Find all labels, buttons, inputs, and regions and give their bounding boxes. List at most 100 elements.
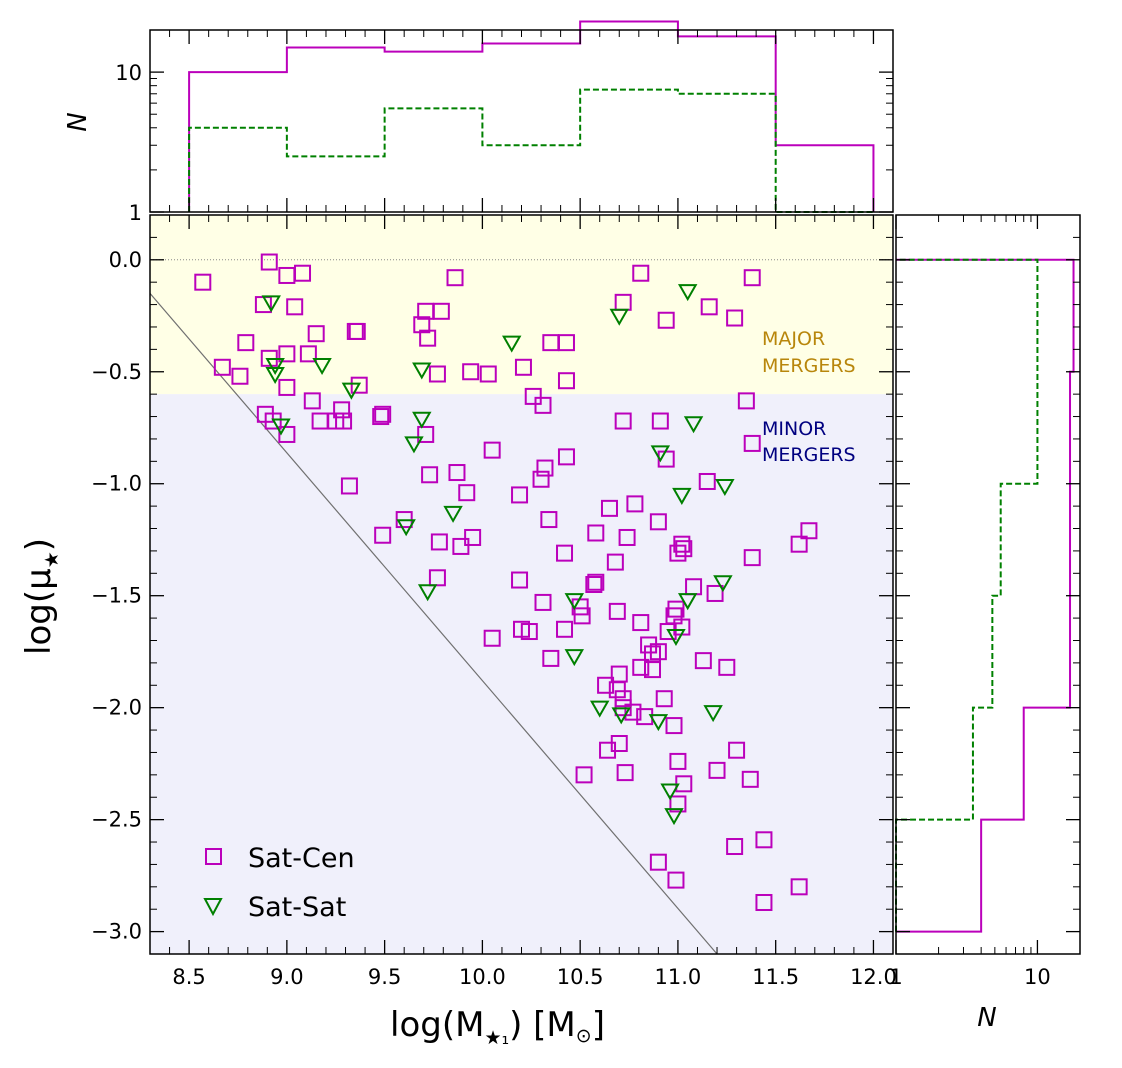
top-histogram-frame — [149, 29, 894, 213]
point-sat-cen — [413, 316, 431, 334]
point-sat-cen — [520, 623, 538, 641]
point-sat-sat — [265, 366, 285, 385]
x-tick-label: 12.0 — [850, 965, 897, 989]
point-sat-cen — [428, 365, 446, 383]
point-sat-cen — [536, 459, 554, 477]
point-sat-cen — [307, 325, 325, 343]
point-sat-cen — [299, 345, 317, 363]
top-y-tick-label: 10 — [115, 61, 142, 85]
x-tick-label: 8.5 — [172, 965, 205, 989]
point-sat-cen — [430, 533, 448, 551]
y-tick-label: −0.5 — [91, 360, 142, 384]
point-sat-cen — [669, 544, 687, 562]
point-sat-cen — [452, 537, 470, 555]
point-sat-cen — [540, 511, 558, 529]
major-mergers-label-line2: MERGERS — [762, 355, 856, 377]
point-sat-cen — [726, 838, 744, 856]
point-sat-cen — [694, 652, 712, 670]
top-histogram-sat-cen — [188, 20, 875, 212]
point-sat-cen — [524, 387, 542, 405]
point-sat-sat — [412, 411, 432, 429]
point-sat-cen — [213, 358, 231, 376]
point-sat-cen — [597, 676, 615, 694]
point-sat-cen — [340, 477, 358, 495]
top-histogram-ylabel: N — [63, 112, 93, 131]
x-tick-label: 9.0 — [270, 965, 303, 989]
point-sat-sat — [715, 478, 735, 496]
right-histogram-frame — [895, 214, 1081, 955]
point-sat-cen — [557, 372, 575, 390]
point-sat-sat — [650, 445, 671, 463]
x-tick-label: 11.0 — [655, 965, 702, 989]
point-sat-cen — [483, 629, 501, 647]
point-sat-sat — [666, 629, 686, 647]
x-tick-label: 10.0 — [459, 965, 506, 989]
right-x-tick-label: 10 — [1024, 965, 1051, 989]
point-sat-cen — [421, 466, 439, 484]
point-sat-sat — [396, 519, 416, 537]
point-sat-cen — [665, 717, 683, 735]
point-sat-cen — [800, 522, 818, 540]
point-sat-cen — [649, 513, 667, 531]
point-sat-cen — [659, 623, 677, 641]
y-tick-label: −3.0 — [91, 920, 142, 944]
point-sat-sat — [412, 362, 432, 380]
point-sat-cen — [294, 264, 312, 282]
point-sat-cen — [448, 464, 466, 482]
point-sat-cen — [610, 734, 628, 752]
point-sat-cen — [698, 472, 716, 490]
point-sat-cen — [534, 396, 552, 414]
point-sat-sat — [312, 358, 332, 376]
point-sat-cen — [573, 607, 591, 625]
point-sat-sat — [443, 505, 463, 523]
point-sat-cen — [483, 441, 501, 459]
point-sat-sat — [261, 295, 281, 313]
point-sat-sat — [341, 382, 362, 400]
point-sat-cen — [632, 658, 650, 676]
point-sat-cen — [585, 576, 603, 593]
point-sat-cen — [372, 408, 390, 426]
point-sat-cen — [675, 540, 693, 558]
point-sat-cen — [743, 549, 761, 567]
point-sat-cen — [737, 392, 755, 410]
point-sat-cen — [231, 367, 249, 385]
point-sat-sat — [564, 593, 585, 611]
point-sat-cen — [741, 770, 759, 788]
point-sat-cen — [557, 448, 575, 466]
top-histogram-sat-sat — [188, 88, 874, 213]
point-sat-sat — [648, 714, 669, 732]
legend-marker-sat-sat — [203, 898, 223, 917]
point-sat-cen — [556, 620, 574, 638]
point-sat-cen — [428, 569, 446, 587]
point-sat-sat — [660, 783, 680, 801]
point-sat-cen — [743, 434, 761, 452]
minor-mergers-label-line1: MINOR — [762, 418, 826, 440]
point-sat-sat — [265, 358, 285, 376]
point-sat-cen — [718, 658, 736, 676]
point-sat-sat — [609, 308, 629, 326]
minor-mergers-label-line2: MERGERS — [762, 444, 856, 466]
point-sat-cen — [655, 690, 673, 708]
y-tick-label: −1.0 — [91, 472, 142, 496]
y-tick-label: −1.5 — [91, 584, 142, 608]
diagonal-limit-line — [149, 292, 718, 955]
point-sat-cen — [669, 752, 687, 770]
point-sat-cen — [374, 526, 392, 544]
x-tick-label: 10.5 — [557, 965, 604, 989]
point-sat-sat — [589, 700, 610, 718]
point-sat-cen — [651, 412, 669, 430]
point-sat-sat — [703, 705, 723, 723]
point-sat-cen — [673, 535, 691, 553]
point-sat-cen — [542, 649, 560, 667]
point-sat-cen — [667, 871, 685, 889]
point-sat-cen — [624, 703, 642, 721]
point-sat-cen — [194, 273, 212, 291]
right-x-tick-label: 1 — [889, 965, 902, 989]
point-sat-cen — [644, 661, 662, 679]
point-sat-cen — [600, 499, 618, 517]
point-sat-cen — [614, 412, 632, 430]
point-sat-cen — [348, 322, 366, 340]
x-tick-label: 11.5 — [752, 965, 799, 989]
point-sat-cen — [374, 405, 392, 423]
